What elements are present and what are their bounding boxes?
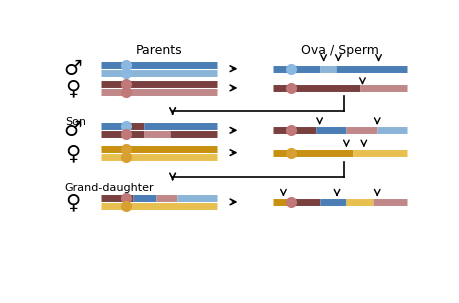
Text: ♀: ♀ — [65, 192, 80, 212]
Text: ♀: ♀ — [65, 79, 80, 99]
Text: ♂: ♂ — [63, 120, 82, 140]
Text: Son: Son — [65, 117, 86, 127]
Text: ♀: ♀ — [65, 143, 80, 163]
Text: ♂: ♂ — [63, 59, 82, 79]
Text: Parents: Parents — [135, 44, 182, 57]
Text: Ova / Sperm: Ova / Sperm — [300, 44, 378, 57]
Text: Grand-daughter: Grand-daughter — [65, 183, 154, 193]
